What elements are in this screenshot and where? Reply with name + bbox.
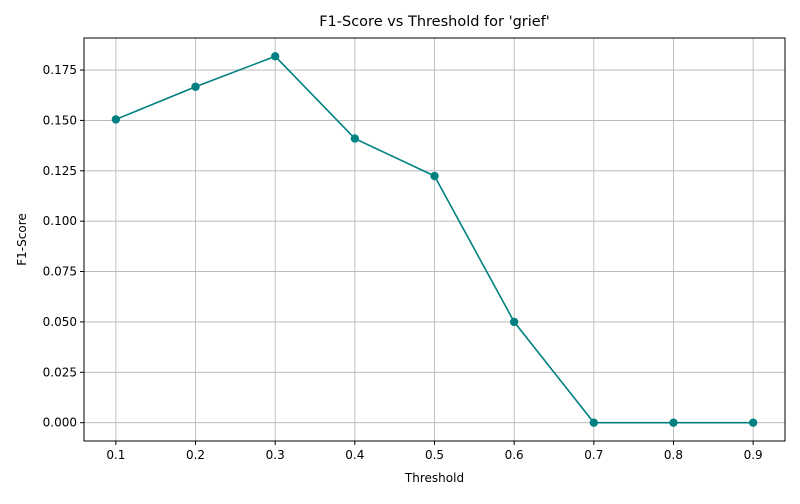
grid-layer <box>84 38 785 441</box>
x-tick-label: 0.5 <box>425 448 444 462</box>
data-point <box>270 52 280 61</box>
x-axis-label: Threshold <box>404 471 464 485</box>
data-point <box>589 418 599 427</box>
data-point <box>430 171 439 181</box>
series-layer <box>111 52 758 427</box>
y-tick-label: 0.050 <box>43 315 77 329</box>
y-tick-label: 0.075 <box>43 265 77 279</box>
y-tick-label: 0.150 <box>43 113 77 127</box>
y-tick-label: 0.125 <box>43 164 77 178</box>
x-tick-label: 0.7 <box>584 448 603 462</box>
y-tick-label: 0.025 <box>43 365 77 379</box>
y-axis-label: F1-Score <box>15 213 29 265</box>
x-tick-label: 0.6 <box>505 448 524 462</box>
data-point <box>669 418 678 427</box>
x-tick-label: 0.1 <box>106 448 125 462</box>
data-point <box>111 115 121 124</box>
x-tick-label: 0.4 <box>345 448 364 462</box>
data-point <box>509 317 519 327</box>
y-tick-label: 0.100 <box>43 214 77 228</box>
x-tick-label: 0.8 <box>664 448 683 462</box>
x-tick-label: 0.9 <box>744 448 763 462</box>
chart-title: F1-Score vs Threshold for 'grief' <box>319 14 550 30</box>
y-tick-label: 0.175 <box>43 63 77 77</box>
data-point <box>191 82 200 91</box>
data-point <box>748 418 758 427</box>
tick-layer: 0.1 0.2 0.3 0.4 0.5 0.6 0.7 0.8 0.9 0.000 0.025 0.0… <box>43 63 763 462</box>
x-tick-label: 0.2 <box>186 448 205 462</box>
x-tick-label: 0.3 <box>266 448 285 462</box>
data-point <box>350 134 360 143</box>
y-tick-label: 0.000 <box>43 416 77 430</box>
